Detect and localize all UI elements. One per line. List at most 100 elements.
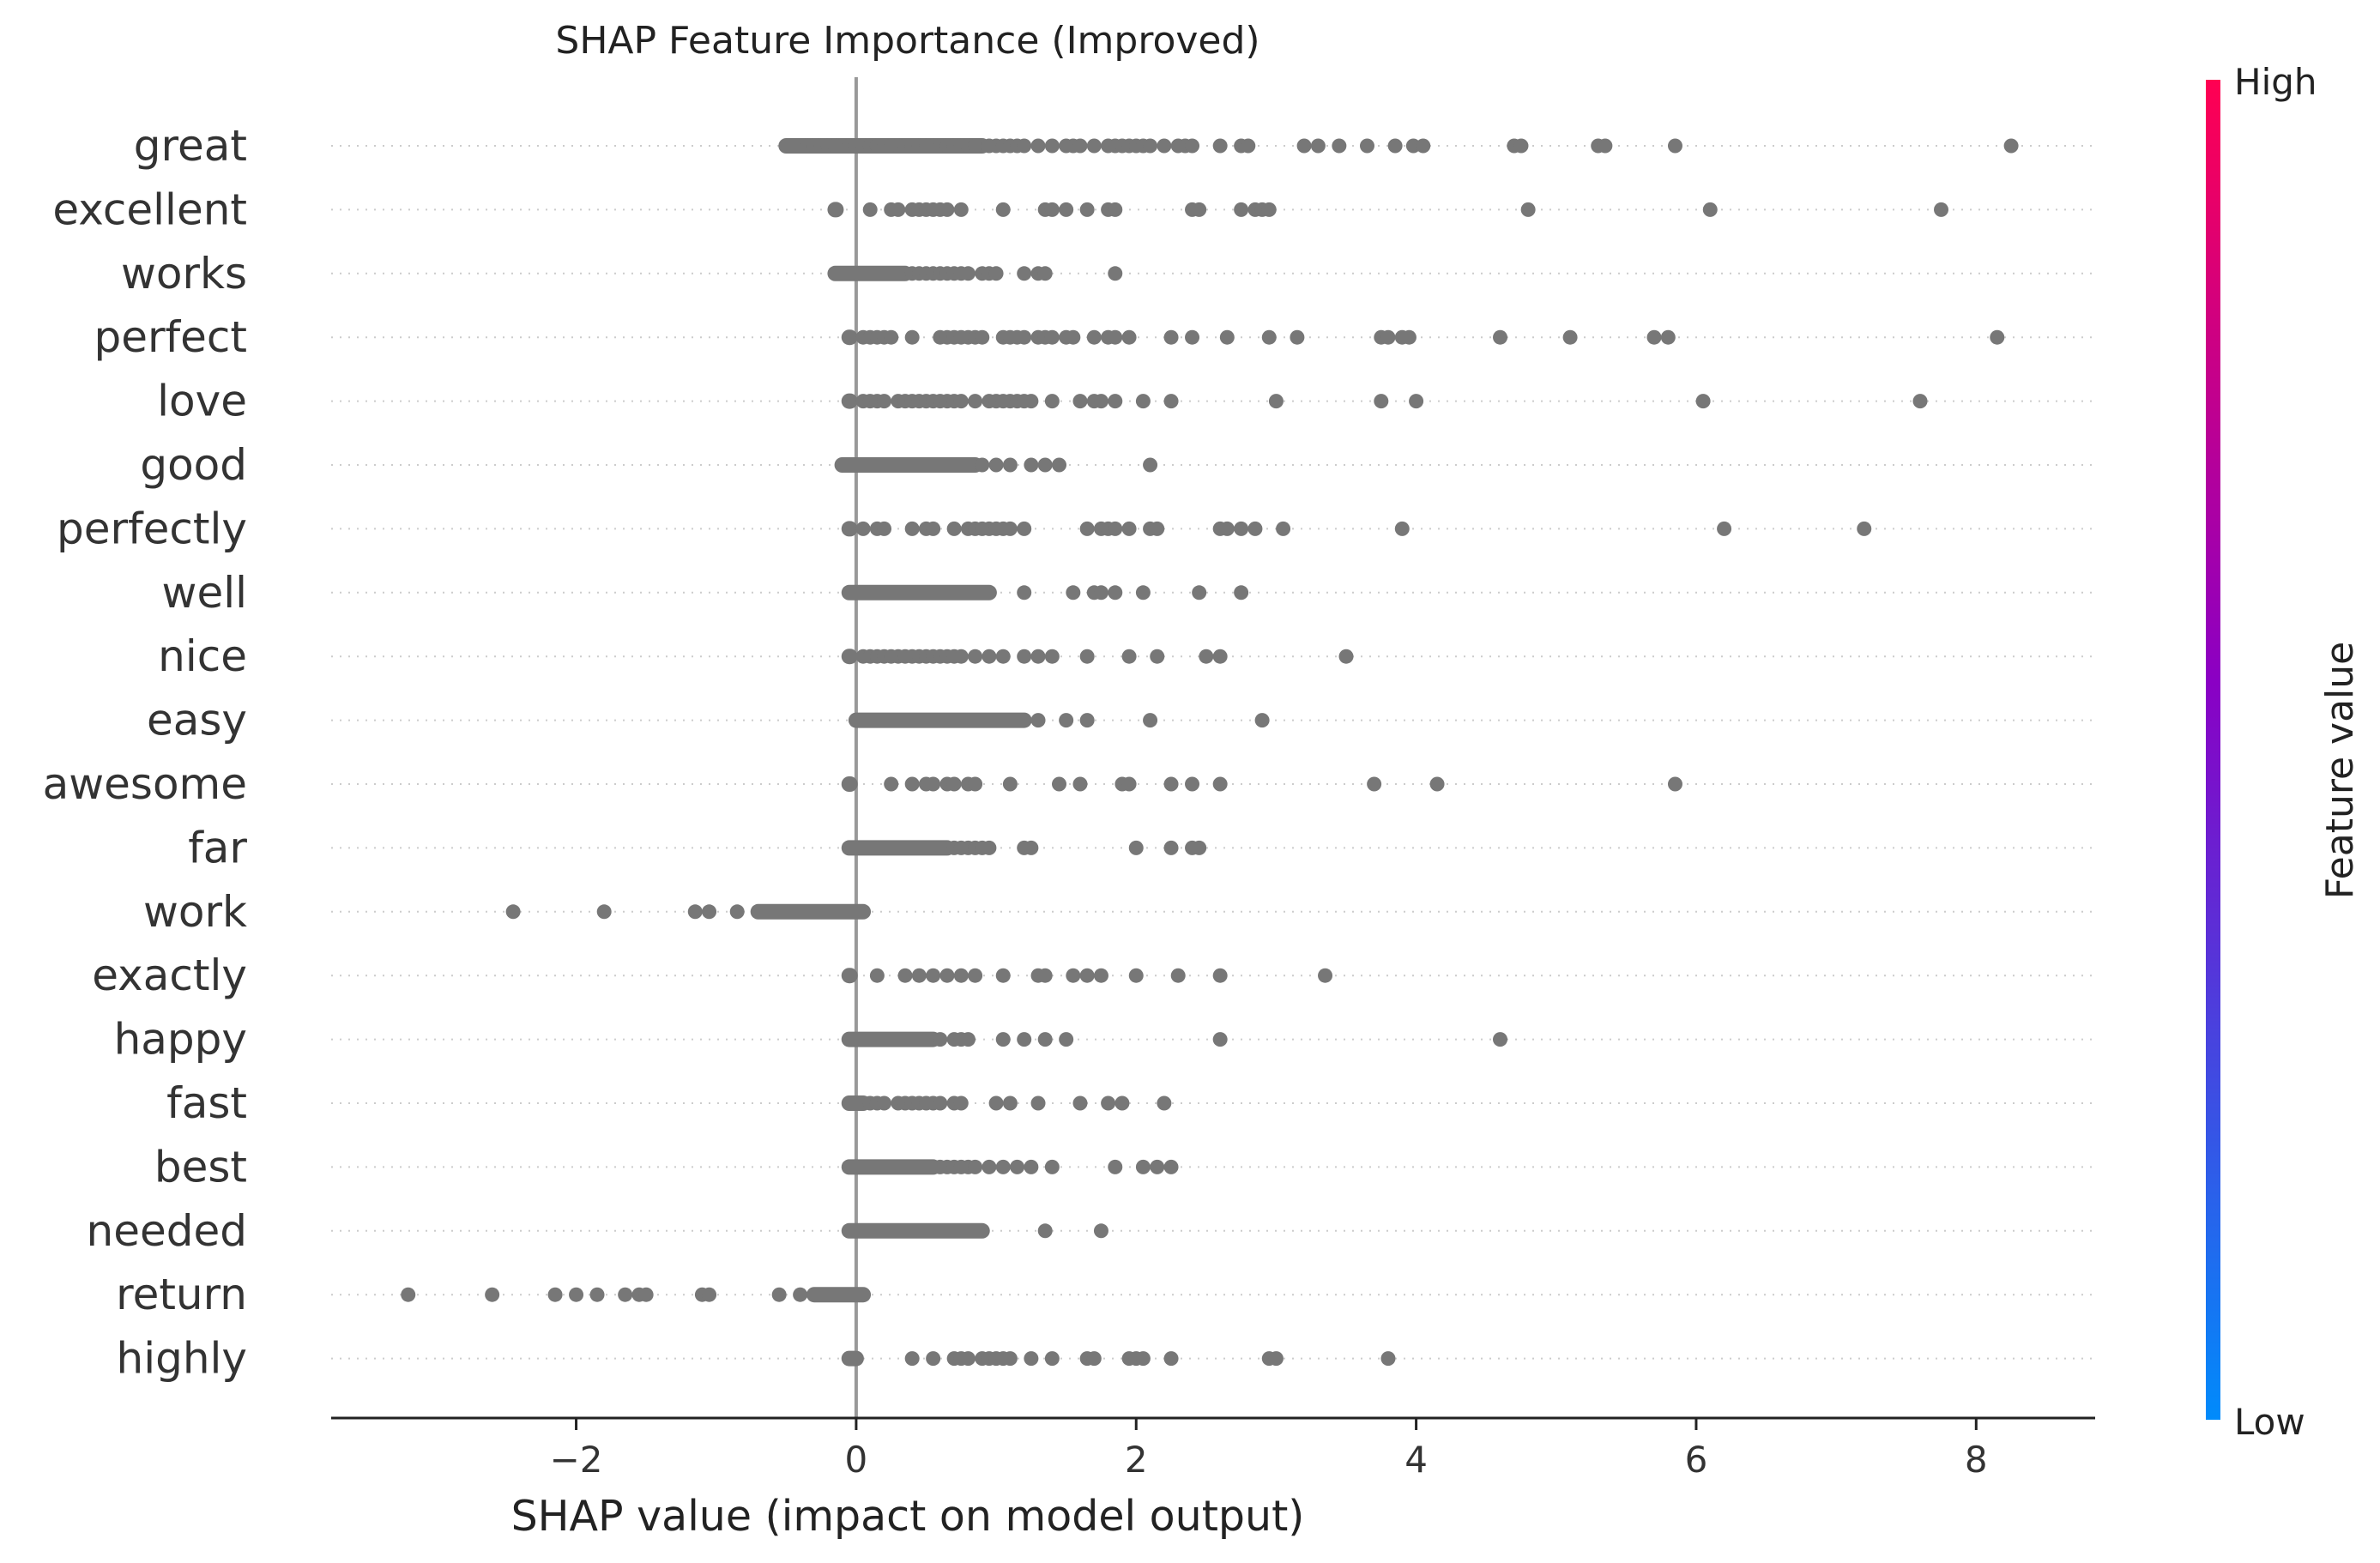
chart-title: SHAP Feature Importance (Improved) [555,19,1259,63]
shap-point [939,202,955,217]
shap-point [1150,649,1165,664]
shap-point [988,266,1004,281]
shap-point [904,776,920,792]
shap-point [1702,202,1718,217]
shap-point [729,904,745,920]
colorbar-low-label: Low [2234,1401,2305,1443]
feature-label: best [154,1142,247,1192]
feature-label: love [157,377,247,426]
shap-point [618,1287,633,1302]
shap-point [1002,457,1018,473]
shap-point [960,1032,976,1047]
shap-point [1990,329,2005,345]
feature-label: happy [114,1015,247,1065]
shap-point [1093,394,1108,409]
shap-point [1024,457,1039,473]
shap-point [1212,649,1228,664]
shap-point [1044,649,1060,664]
shap-point [995,1159,1011,1174]
shap-point [771,1287,787,1302]
feature-row: work [143,887,2095,937]
shap-point [1059,202,1074,217]
shap-point [1493,329,1508,345]
shap-point [1135,1159,1151,1174]
shap-point [1150,1159,1165,1174]
shap-point [1163,1159,1179,1174]
shap-point [877,1095,892,1111]
shap-point [904,1351,920,1367]
feature-points [841,1350,1396,1367]
shap-point [1163,394,1179,409]
feature-row: great [134,121,2095,171]
feature-row: fast [166,1078,2095,1128]
feature-row: nice [158,631,2095,681]
feature-label: excellent [52,184,247,234]
shap-point [1520,202,1536,217]
shap-point [862,202,878,217]
shap-point [1066,329,1081,345]
feature-label: nice [158,631,247,681]
shap-point [793,1287,808,1302]
shap-point [1044,1351,1060,1367]
shap-point [946,521,962,536]
shap-point [1241,138,1256,154]
shap-point [1296,138,1312,154]
shap-point [1493,1032,1508,1047]
shap-point [904,521,920,536]
feature-points [841,776,1682,792]
shap-point [995,1032,1011,1047]
feature-label: far [188,823,247,872]
shap-point [1093,968,1108,983]
shap-point [596,904,612,920]
shap-point [1157,138,1172,154]
feature-points [401,1287,872,1303]
shap-point [946,776,962,792]
shap-point [1667,138,1682,154]
shap-point [1121,521,1137,536]
feature-points [841,584,1249,600]
shap-point [897,968,913,983]
shap-point [485,1287,500,1302]
shap-point [1374,394,1389,409]
shap-point [911,968,927,983]
shap-point [1059,713,1074,728]
shap-point [926,968,941,983]
feature-label: exactly [92,950,247,1000]
feature-label: well [162,568,247,618]
shap-point [1002,521,1018,536]
shap-point [1121,649,1137,664]
shap-point [884,776,899,792]
feature-points [827,265,1123,281]
shap-point [1072,776,1088,792]
shap-point [505,904,521,920]
shap-point [1002,1095,1018,1111]
feature-points [778,138,2019,154]
shap-point [1170,968,1186,983]
shap-point [1037,968,1053,983]
feature-points [827,202,1949,218]
shap-point [1562,329,1578,345]
feature-row: perfectly [57,504,2095,553]
shap-point [687,904,703,920]
shap-point [968,776,983,792]
feature-label: easy [147,696,247,745]
shap-point [1059,1032,1074,1047]
shap-point [1079,713,1095,728]
shap-point [968,138,983,154]
shap-point [1416,138,1431,154]
shap-point [1072,394,1088,409]
shap-point [968,968,983,983]
shap-point [1212,776,1228,792]
feature-row: exactly [92,950,2095,1000]
feature-points [841,329,2005,346]
shap-point [1037,266,1053,281]
feature-row: excellent [52,184,2095,234]
shap-point [1108,394,1123,409]
shap-point [884,329,899,345]
shap-point [1380,1351,1396,1367]
shap-point [1695,394,1711,409]
shap-point [1052,457,1067,473]
feature-row: needed [87,1206,2095,1256]
